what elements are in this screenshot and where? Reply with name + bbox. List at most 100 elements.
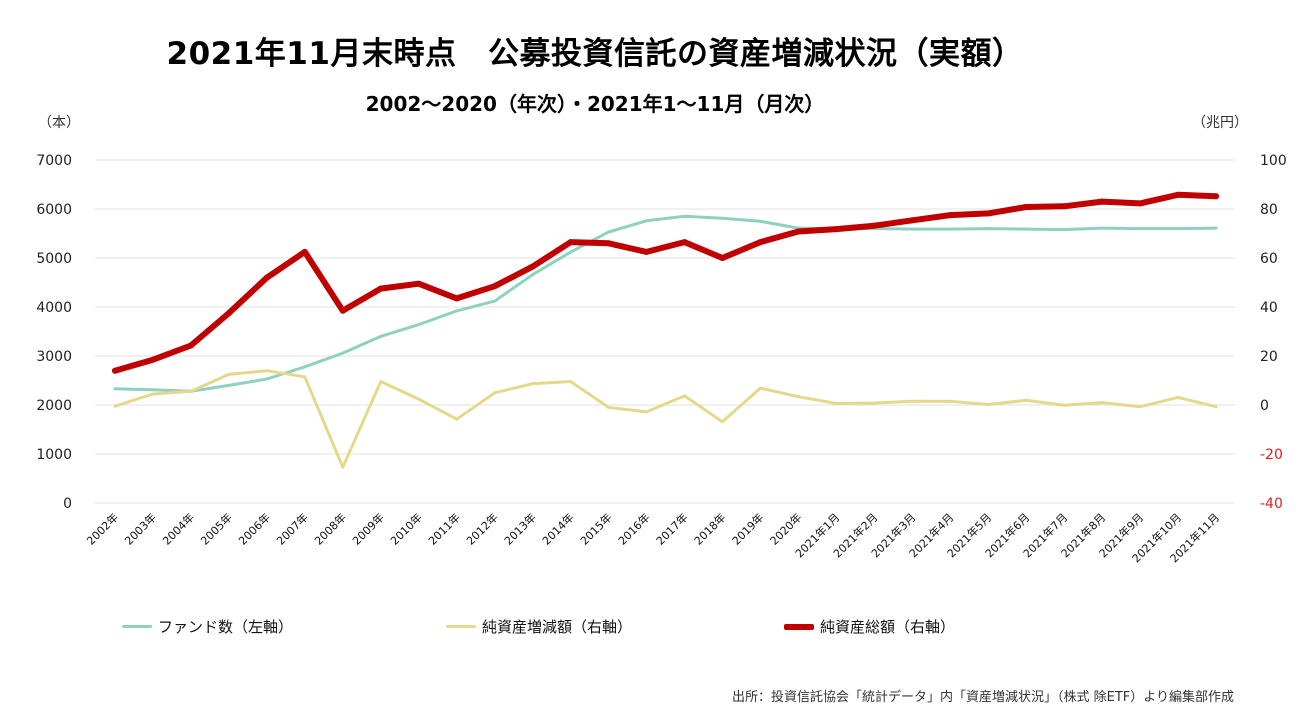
x-axis-tick-label: 2019年 — [729, 510, 766, 547]
data-point — [569, 379, 573, 383]
x-axis-tick-label: 2012年 — [463, 510, 500, 547]
data-point — [341, 351, 345, 355]
data-point — [529, 263, 536, 270]
data-point — [909, 217, 916, 224]
data-point — [567, 239, 574, 246]
data-point — [1175, 191, 1182, 198]
right-axis-tick-label: -40 — [1260, 496, 1283, 512]
legend-item-net-flow: 純資産増減額（右軸） — [446, 616, 632, 637]
x-axis-tick-label: 2005年 — [198, 510, 235, 547]
data-point — [986, 227, 990, 231]
left-axis-tick-label: 5000 — [36, 251, 72, 267]
x-axis-tick-label: 2013年 — [501, 510, 538, 547]
data-point — [379, 334, 383, 338]
data-point — [872, 401, 876, 405]
data-point — [265, 369, 269, 373]
data-point — [948, 227, 952, 231]
data-point — [834, 402, 838, 406]
legend-label-total-assets: 純資産総額（右軸） — [820, 618, 956, 636]
data-point — [681, 239, 688, 246]
data-point — [796, 395, 800, 399]
data-point — [1062, 403, 1066, 407]
data-point — [417, 397, 421, 401]
x-axis-tick-label: 2007年 — [273, 510, 310, 547]
x-axis-tick-label: 2011年 — [425, 510, 462, 547]
left-axis-tick-label: 0 — [63, 496, 72, 512]
data-point — [415, 280, 422, 287]
data-point — [1176, 395, 1180, 399]
data-point — [948, 399, 952, 403]
left-axis-tick-label: 1000 — [36, 447, 72, 463]
x-axis-tick-label: 2010年 — [387, 510, 424, 547]
data-point — [1062, 228, 1066, 232]
line-chart: 0 1000 2000 3000 4000 5000 6000 7000 -40 -20 0 20 40… — [36, 153, 1286, 565]
data-point — [605, 240, 612, 247]
x-axis-tick-label: 2008年 — [311, 510, 348, 547]
data-point — [493, 391, 497, 395]
data-point — [643, 248, 650, 255]
data-point — [758, 386, 762, 390]
data-point — [1137, 200, 1144, 207]
left-axis-unit: （本） — [38, 115, 80, 131]
data-point — [227, 383, 231, 387]
left-axis-tick-label: 2000 — [36, 398, 72, 414]
data-point — [339, 307, 346, 314]
source-note: 出所：投資信託協会「統計データ」内「資産増減状況」（株式 除ETF）より編集部作… — [731, 690, 1234, 705]
data-point — [1024, 227, 1028, 231]
x-axis-tick-label: 2018年 — [691, 510, 728, 547]
data-point — [113, 404, 117, 408]
legend-swatch-total-assets — [784, 623, 814, 630]
data-point — [531, 382, 535, 386]
data-point — [985, 210, 992, 217]
data-point — [569, 250, 573, 254]
data-point — [265, 377, 269, 381]
data-point — [607, 405, 611, 409]
data-point — [493, 299, 497, 303]
data-point — [947, 212, 954, 219]
data-point — [1100, 401, 1104, 405]
data-point — [986, 403, 990, 407]
left-axis-tick-label: 6000 — [36, 202, 72, 218]
data-point — [910, 227, 914, 231]
data-point — [227, 372, 231, 376]
data-point — [189, 389, 193, 393]
right-axis-tick-label: 0 — [1260, 398, 1269, 414]
data-point — [453, 295, 460, 302]
left-axis-tick-label: 3000 — [36, 349, 72, 365]
data-point — [377, 285, 384, 292]
data-point — [1213, 193, 1219, 200]
data-point — [1023, 204, 1030, 211]
legend-item-total-assets: 純資産総額（右軸） — [784, 616, 955, 637]
data-point — [151, 392, 155, 396]
chart-title: 2021年11月末時点 公募投資信託の資産増減状況（実額） — [166, 36, 1024, 72]
data-point — [263, 274, 270, 281]
data-point — [151, 388, 155, 392]
data-point — [1214, 405, 1218, 409]
data-point — [149, 356, 156, 363]
right-axis-unit: （兆円） — [1192, 115, 1248, 131]
data-point — [720, 216, 724, 220]
legend: ファンド数（左軸） 純資産増減額（右軸） 純資産総額（右軸） — [0, 616, 1300, 642]
data-point — [1138, 227, 1142, 231]
data-point — [910, 399, 914, 403]
data-point — [1061, 203, 1068, 210]
data-point — [682, 394, 686, 398]
data-point — [719, 255, 726, 261]
data-point — [645, 219, 649, 223]
x-axis-tick-label: 2015年 — [577, 510, 614, 547]
right-axis-tick-label: -20 — [1260, 447, 1283, 463]
data-point — [1099, 198, 1106, 205]
data-point — [491, 283, 498, 290]
legend-label-net-flow: 純資産増減額（右軸） — [482, 618, 633, 636]
legend-swatch-fund-count — [122, 625, 152, 628]
data-point — [301, 248, 308, 255]
data-point — [187, 342, 194, 349]
x-axis-tick-label: 2009年 — [349, 510, 386, 547]
data-point — [341, 465, 345, 469]
x-axis-tick-label: 2004年 — [160, 510, 197, 547]
x-axis-tick-label: 2003年 — [122, 510, 159, 547]
x-axis-tick-label: 2020年 — [767, 510, 804, 547]
data-point — [645, 410, 649, 414]
legend-label-fund-count: ファンド数（左軸） — [158, 618, 294, 636]
data-point — [1100, 226, 1104, 230]
